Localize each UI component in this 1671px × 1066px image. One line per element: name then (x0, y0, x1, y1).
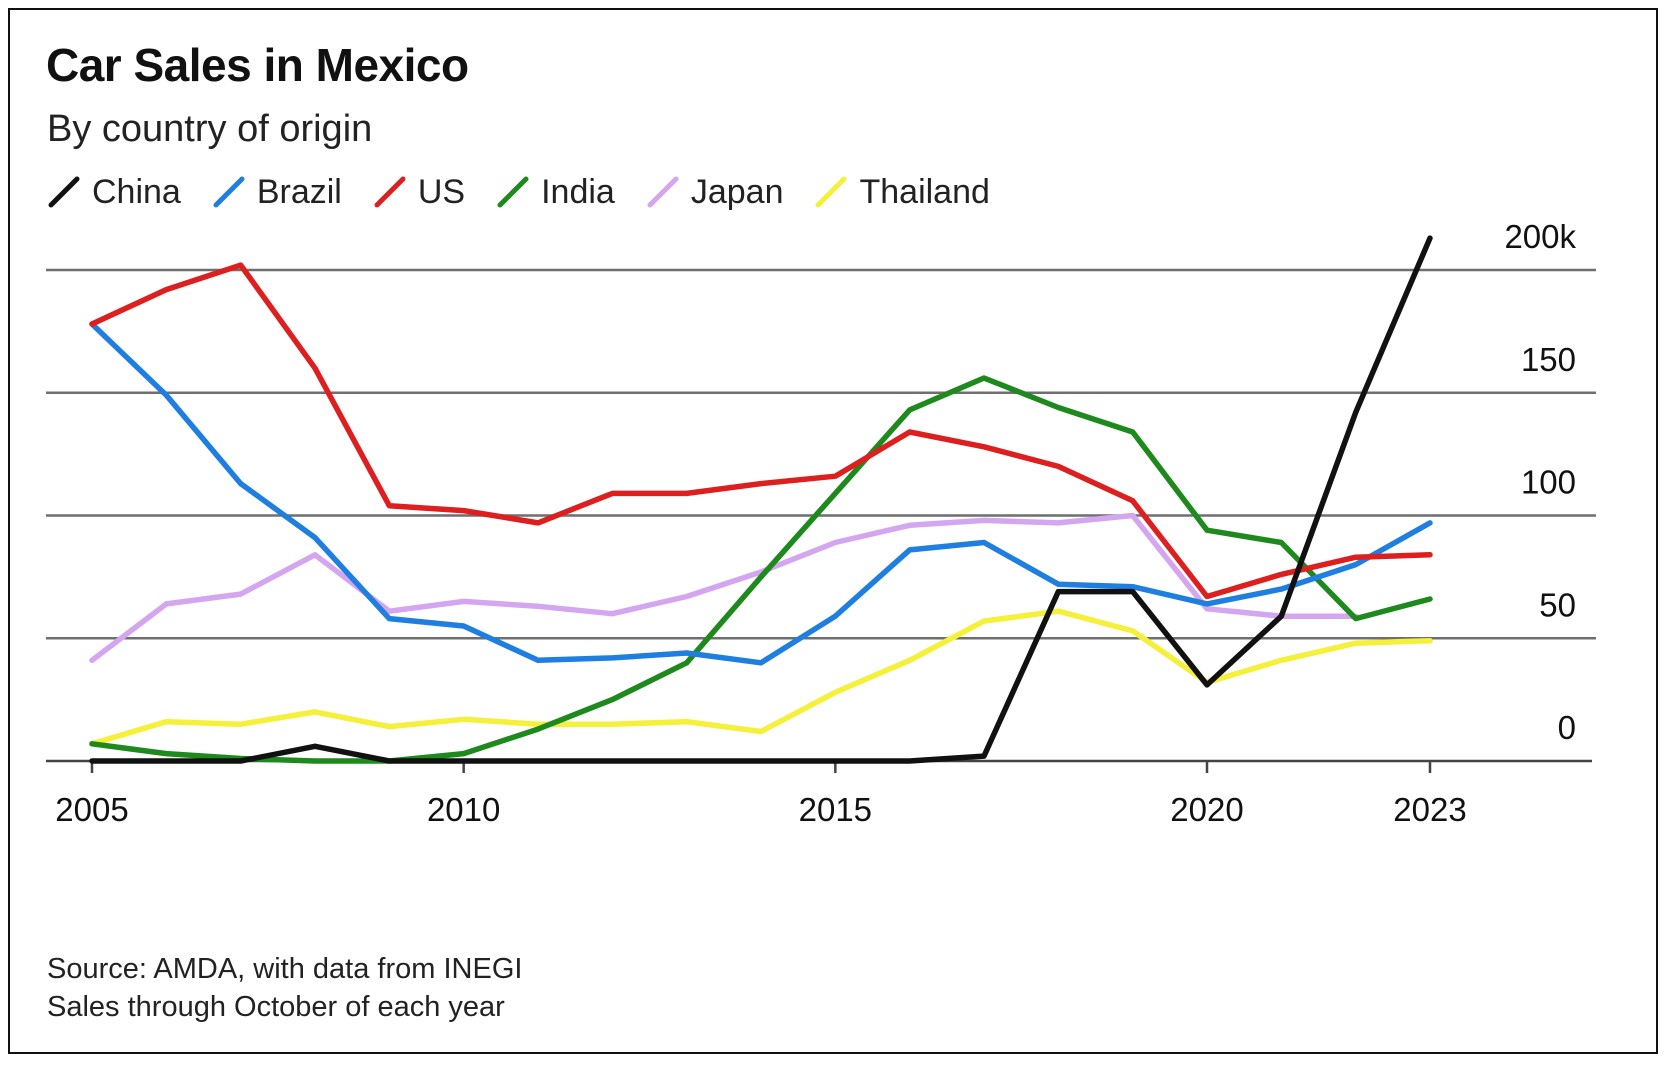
legend-item-thailand: Thailand (813, 172, 990, 212)
legend-swatch (815, 176, 847, 208)
x-tick-label: 2023 (1393, 791, 1466, 828)
legend-swatch (48, 176, 80, 208)
series-line-india (89, 375, 1433, 764)
legend-item-india: India (495, 173, 615, 212)
legend: China Brazil US India Japan Thailand (46, 170, 1020, 214)
chart-subtitle: By country of origin (47, 108, 373, 150)
legend-swatch (213, 176, 245, 208)
y-tick-label: 200k (1504, 218, 1576, 255)
chart-frame (8, 8, 1658, 1054)
legend-label: Thailand (859, 172, 990, 211)
chart-title: Car Sales in Mexico (46, 39, 469, 91)
x-tick-label: 2010 (427, 791, 500, 828)
legend-item-brazil: Brazil (211, 173, 342, 212)
y-tick-label: 150 (1521, 341, 1576, 378)
x-tick-label: 2005 (55, 791, 128, 828)
series-line-china (89, 235, 1433, 764)
y-tick-label: 0 (1558, 709, 1576, 746)
y-tick-label: 100 (1521, 464, 1576, 501)
legend-item-japan: Japan (645, 172, 784, 212)
legend-swatch (647, 176, 679, 208)
y-tick-label: 50 (1539, 586, 1576, 623)
sales-note: Sales through October of each year (47, 991, 505, 1023)
x-tick-label: 2020 (1170, 791, 1243, 828)
series-line-thailand (89, 608, 1433, 747)
series-line-brazil (89, 321, 1433, 666)
legend-label: India (541, 172, 615, 211)
legend-swatch (497, 176, 529, 208)
series-line-us (89, 262, 1433, 600)
legend-label: Brazil (256, 172, 342, 211)
x-tick-label: 2015 (799, 791, 872, 828)
source-note: Source: AMDA, with data from INEGI (47, 953, 523, 985)
footer: Source: AMDA, with data from INEGI Sales… (47, 950, 522, 1026)
legend-swatch (374, 176, 406, 208)
legend-item-us: US (372, 173, 465, 212)
series-line-japan (89, 512, 1359, 664)
legend-label: China (92, 172, 181, 211)
legend-label: Japan (690, 172, 784, 211)
legend-item-china: China (46, 173, 181, 212)
legend-label: US (417, 172, 466, 211)
